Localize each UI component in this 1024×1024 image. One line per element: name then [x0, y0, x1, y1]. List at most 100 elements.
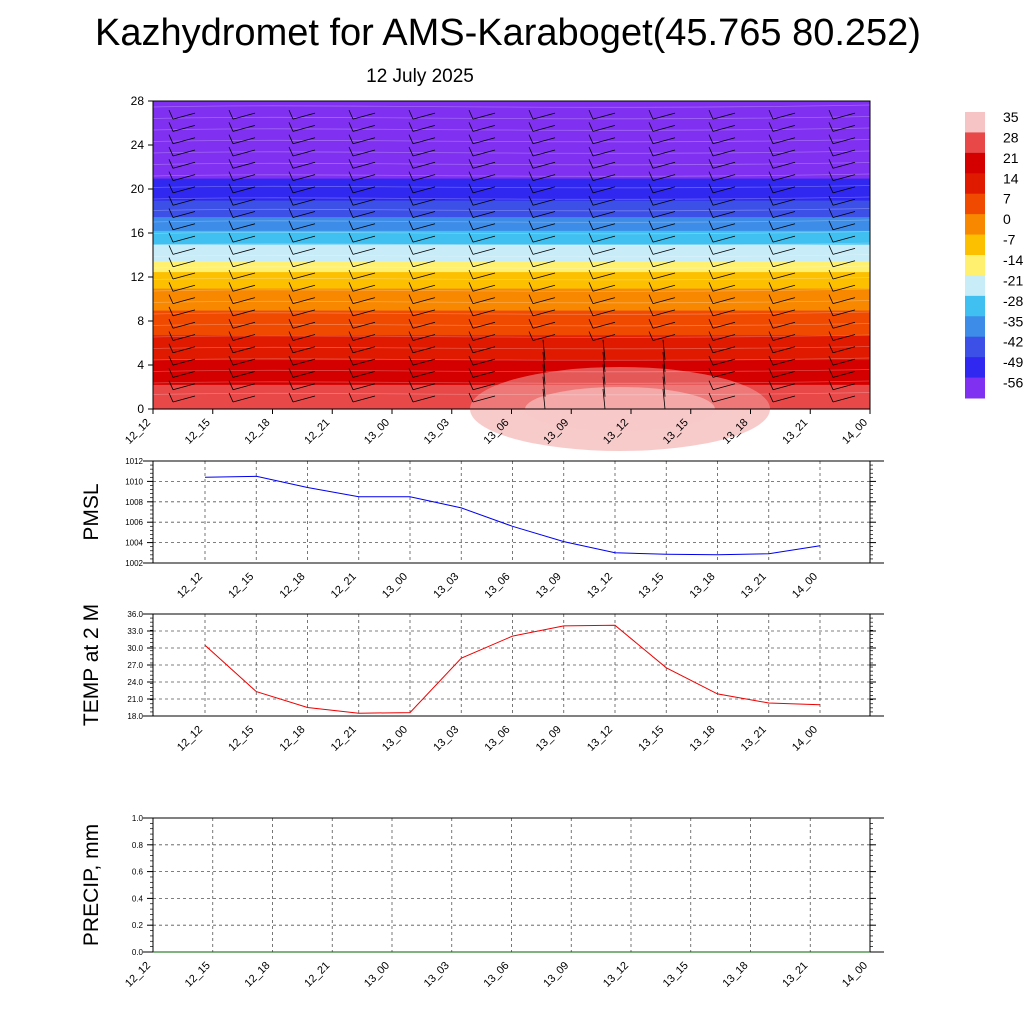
- x-tick-label: 13_06: [483, 724, 513, 754]
- x-tick-label: 12_21: [302, 417, 332, 447]
- temperature-band: [153, 326, 870, 330]
- wind-barb-flag: [228, 355, 234, 366]
- wind-barb-flag: [168, 245, 174, 255]
- wind-barb: [172, 198, 196, 206]
- wind-barb-flag: [288, 380, 294, 390]
- wind-barb: [532, 174, 556, 181]
- wind-barb: [592, 149, 616, 157]
- wind-barb: [652, 223, 676, 231]
- wind-barb: [712, 260, 736, 268]
- wind-barb: [592, 174, 616, 181]
- wind-barb-flag: [228, 220, 234, 230]
- wind-barb: [542, 352, 546, 373]
- wind-barb-flag: [648, 183, 654, 194]
- wind-barb-flag: [648, 294, 654, 304]
- wind-barb-flag: [768, 319, 774, 329]
- wind-barb-flag: [228, 392, 234, 403]
- wind-barb-flag: [648, 319, 654, 329]
- wind-barb: [232, 112, 256, 120]
- isotherm-contour: [152, 116, 871, 120]
- x-tick-label: 14_00: [840, 417, 870, 447]
- x-tick-label: 12_21: [329, 571, 359, 601]
- wind-barb: [652, 137, 676, 145]
- wind-barb-flag: [708, 183, 714, 194]
- wind-barb: [352, 211, 376, 218]
- wind-barb-flag: [828, 257, 834, 267]
- wind-barb: [662, 364, 666, 385]
- temperature-band: [153, 241, 870, 245]
- wind-barb-flag: [708, 380, 714, 390]
- wind-barb: [832, 358, 856, 366]
- temperature-band: [153, 189, 870, 193]
- wind-barb: [832, 198, 856, 206]
- wind-barb: [592, 186, 616, 194]
- wind-barb-flag: [168, 208, 174, 218]
- wind-barb: [172, 137, 196, 145]
- wind-barb-flag: [168, 196, 174, 206]
- temperature-band: [153, 131, 870, 135]
- x-tick-label: 13_09: [534, 571, 564, 601]
- wind-barb-flag: [228, 306, 234, 317]
- wind-barb: [652, 149, 676, 157]
- x-tick-label: 12_15: [183, 960, 213, 990]
- temperature-band: [153, 285, 870, 289]
- temperature-band: [153, 354, 870, 358]
- wind-barb-flag: [228, 232, 234, 243]
- wind-barb: [412, 161, 436, 169]
- isotherm-contour: [152, 254, 871, 258]
- wind-barb-flag: [648, 109, 654, 120]
- wind-barb-flag: [768, 232, 774, 243]
- wind-barb-flag: [168, 171, 174, 181]
- wind-barb-flag: [288, 208, 294, 218]
- wind-barb: [172, 248, 196, 255]
- wind-barb-flag: [348, 294, 354, 304]
- temperature-band: [153, 205, 870, 209]
- x-tick-label: 13_18: [688, 724, 718, 754]
- x-tick-label: 13_21: [739, 724, 769, 754]
- x-tick-label: 14_00: [790, 571, 820, 601]
- temperature-band: [153, 136, 870, 141]
- wind-barb: [772, 186, 796, 194]
- isotherm-contour: [152, 265, 871, 269]
- wind-barb-flag: [528, 159, 534, 169]
- temperature-band: [153, 167, 870, 171]
- wind-barb: [232, 272, 256, 280]
- wind-barb-flag: [768, 294, 774, 304]
- wind-barb-flag: [768, 331, 774, 341]
- x-tick-label: 13_03: [422, 417, 452, 447]
- wind-barb: [832, 284, 856, 292]
- wind-barb-flag: [708, 134, 714, 144]
- temperature-band: [153, 183, 870, 187]
- wind-barb: [592, 211, 616, 218]
- wind-barb: [352, 272, 376, 280]
- temperature-band: [153, 345, 870, 350]
- y-tick-label: 16: [131, 226, 145, 240]
- wind-barb-flag: [708, 306, 714, 317]
- colorbar-swatch: [965, 275, 985, 297]
- wind-barb-flag: [348, 122, 354, 132]
- wind-barb: [352, 346, 376, 354]
- wind-barb: [472, 309, 496, 317]
- temperature-band: [153, 332, 870, 336]
- wind-barb-flag: [588, 171, 594, 181]
- wind-barb: [712, 383, 736, 391]
- wind-barb: [772, 383, 796, 391]
- wind-barb-flag: [528, 257, 534, 267]
- y-tick-label: 24: [131, 138, 145, 152]
- temperature-band: [153, 260, 870, 264]
- wind-barb-flag: [468, 171, 474, 181]
- wind-barb-flag: [348, 282, 354, 292]
- temperature-band: [153, 348, 870, 352]
- colorbar-swatch: [965, 152, 985, 174]
- wind-barb: [592, 284, 616, 292]
- wind-barb-flag: [828, 331, 834, 341]
- wind-barb: [712, 223, 736, 231]
- wind-barb: [832, 334, 856, 341]
- wind-barb: [542, 388, 546, 410]
- wind-barb: [472, 297, 496, 304]
- wind-barb: [292, 161, 316, 169]
- colorbar-label: -49: [1003, 354, 1023, 370]
- wind-barb-flag: [588, 196, 594, 206]
- wind-barb: [412, 112, 436, 120]
- wind-barb-flag: [708, 122, 714, 132]
